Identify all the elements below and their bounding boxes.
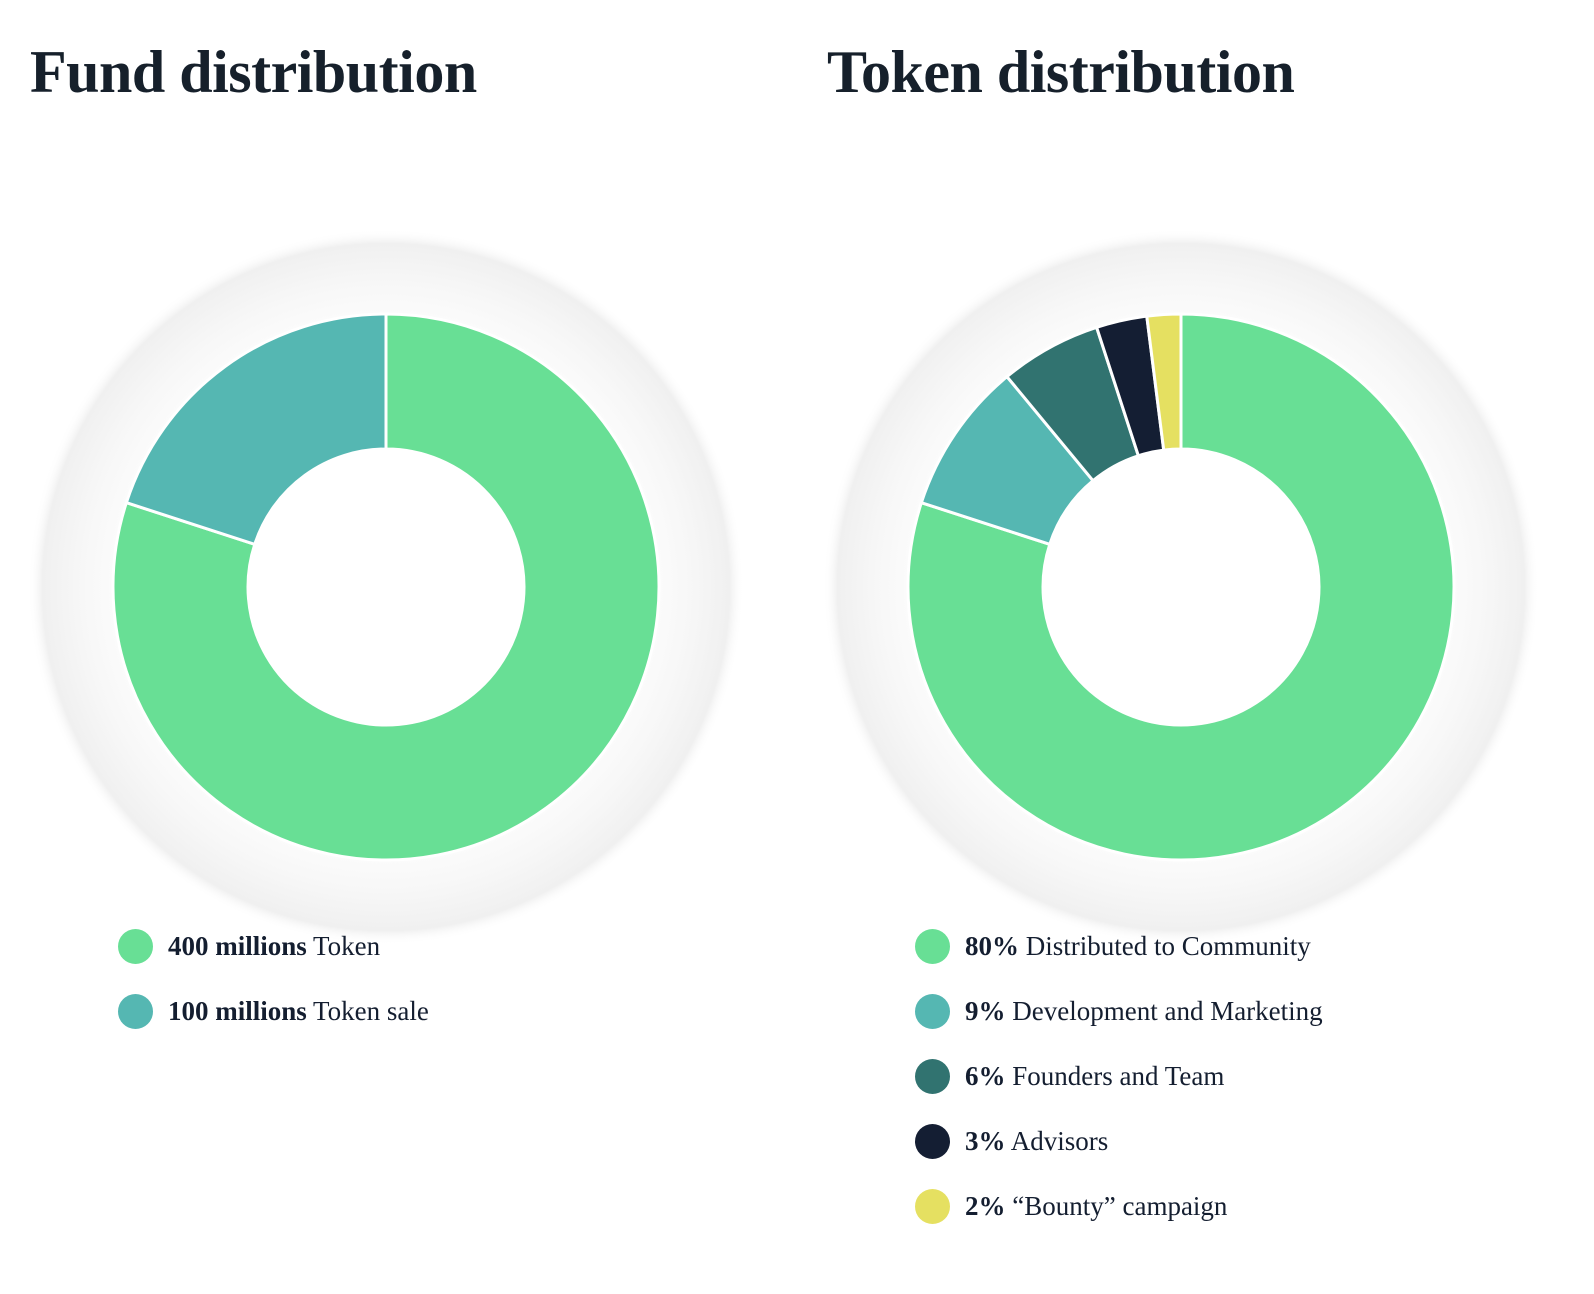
legend-swatch [915, 1059, 950, 1094]
legend-value: 100 millions [168, 996, 307, 1026]
donut-slice-bounty-campaign[interactable] [1145, 312, 1183, 452]
fund-distribution-title: Fund distribution [30, 39, 477, 105]
legend-label: “Bounty” campaign [1012, 1191, 1228, 1221]
legend-value: 80% [965, 931, 1019, 961]
donut-slice-distributed-to-community[interactable] [906, 312, 1456, 862]
legend-label: Token sale [313, 996, 429, 1026]
fund-distribution-chart [28, 229, 744, 945]
fund-distribution-legend: 400 millions Token 100 millions Token sal… [118, 928, 429, 1058]
legend-label: Development and Marketing [1012, 996, 1323, 1026]
token-distribution-chart [823, 229, 1539, 945]
legend-swatch [915, 994, 950, 1029]
donut-slice-token-sale[interactable] [124, 312, 388, 546]
fund-distribution-panel: Fund distribution 400 millions Token 100 … [28, 39, 744, 1058]
legend-label: Advisors [1010, 1126, 1109, 1156]
legend-item-token: 400 millions Token [118, 928, 429, 993]
legend-item-development-and-marketing: 9% Development and Marketing [915, 993, 1323, 1058]
token-distribution-panel: Token distribution 80% Distributed to Co… [797, 0, 1594, 1294]
legend-swatch [118, 929, 153, 964]
legend-item-distributed-to-community: 80% Distributed to Community [915, 928, 1323, 993]
legend-item-token-sale: 100 millions Token sale [118, 993, 429, 1058]
legend-label: Token [313, 931, 381, 961]
legend-item-advisors: 3% Advisors [915, 1123, 1323, 1188]
legend-swatch [915, 1124, 950, 1159]
legend-value: 9% [965, 996, 1006, 1026]
donut-slice-token[interactable] [111, 312, 661, 862]
legend-label: Distributed to Community [1025, 931, 1311, 961]
legend-swatch [915, 929, 950, 964]
legend-value: 2% [965, 1191, 1006, 1221]
token-distribution-title: Token distribution [827, 39, 1295, 105]
legend-value: 6% [965, 1061, 1006, 1091]
legend-value: 400 millions [168, 931, 307, 961]
legend-value: 3% [965, 1126, 1006, 1156]
legend-item-bounty-campaign: 2% “Bounty” campaign [915, 1188, 1323, 1253]
legend-label: Founders and Team [1012, 1061, 1225, 1091]
legend-item-founders-and-team: 6% Founders and Team [915, 1058, 1323, 1123]
legend-swatch [118, 994, 153, 1029]
token-distribution-legend: 80% Distributed to Community 9% Developme… [915, 928, 1323, 1253]
legend-swatch [915, 1189, 950, 1224]
